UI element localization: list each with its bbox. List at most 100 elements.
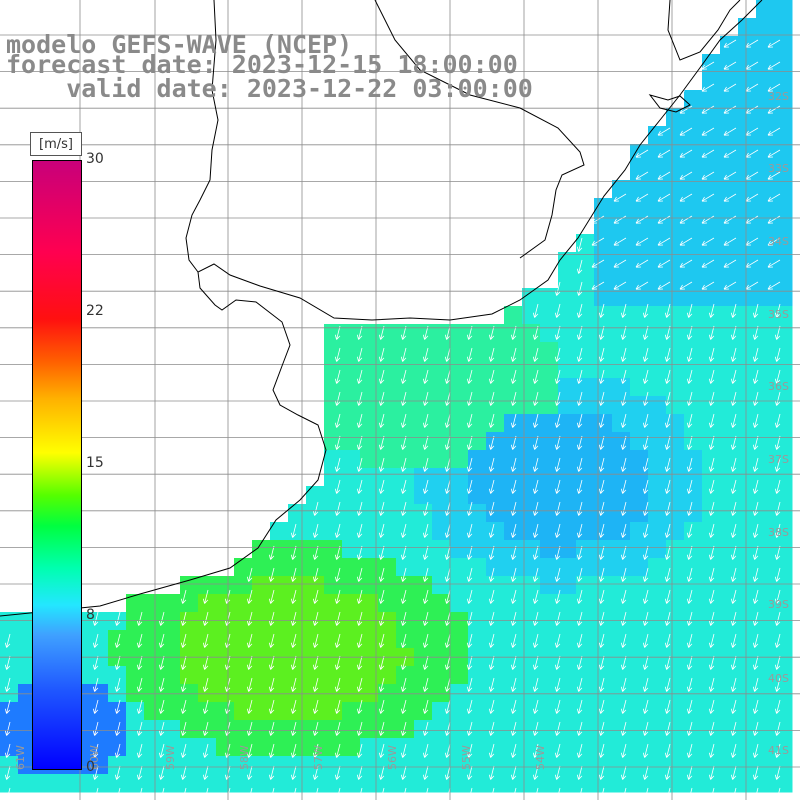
wind-cell (666, 342, 685, 361)
wind-arrow (657, 149, 671, 158)
wind-arrow (356, 721, 363, 736)
wind-arrow (598, 479, 605, 494)
wind-cell (558, 756, 577, 775)
wind-cell (684, 378, 703, 397)
wind-arrow (752, 699, 759, 714)
wind-cell (216, 576, 235, 595)
wind-cell (18, 612, 37, 631)
wind-arrow (488, 721, 495, 736)
wind-cell (702, 108, 721, 127)
wind-arrow (745, 127, 759, 136)
wind-cell (612, 684, 631, 703)
wind-cell (342, 612, 361, 631)
wind-arrow (723, 39, 737, 48)
lat-label: 37S (768, 453, 789, 466)
wind-arrow (767, 215, 781, 224)
wind-cell (666, 684, 685, 703)
wind-cell (342, 414, 361, 433)
wind-arrow (745, 171, 759, 180)
wind-arrow (378, 413, 385, 428)
wind-cell (756, 414, 775, 433)
wind-cell (180, 738, 199, 757)
wind-cell (144, 720, 163, 739)
wind-cell (684, 504, 703, 523)
wind-cell (756, 666, 775, 685)
wind-cell (630, 612, 649, 631)
wind-cell (126, 594, 145, 613)
wind-arrow (664, 391, 671, 406)
wind-cell (360, 432, 379, 451)
wind-cell (360, 324, 379, 343)
wind-arrow (356, 479, 363, 494)
wind-arrow (774, 765, 781, 780)
wind-arrow (576, 457, 583, 472)
wind-cell (306, 738, 325, 757)
wind-cell (774, 540, 793, 559)
wind-arrow (723, 61, 737, 70)
wind-cell (486, 450, 505, 469)
wind-cell (720, 36, 739, 55)
wind-cell (324, 558, 343, 577)
lat-label: 40S (768, 672, 789, 685)
wind-cell (648, 594, 667, 613)
wind-cell (360, 666, 379, 685)
wind-cell (468, 342, 487, 361)
wind-arrow (246, 567, 253, 582)
wind-arrow (378, 523, 385, 538)
wind-arrow (774, 457, 781, 472)
wind-cell (288, 738, 307, 757)
wind-cell (306, 486, 325, 505)
wind-arrow (356, 523, 363, 538)
wind-cell (630, 342, 649, 361)
wind-arrow (686, 501, 693, 516)
wind-arrow (642, 567, 649, 582)
wind-cell (468, 684, 487, 703)
wind-cell (198, 612, 217, 631)
wind-arrow (752, 501, 759, 516)
wind-arrow (422, 325, 429, 340)
wind-cell (738, 342, 757, 361)
wind-cell (522, 684, 541, 703)
wind-cell (612, 540, 631, 559)
wind-arrow (356, 633, 363, 648)
wind-arrow (752, 567, 759, 582)
wind-cell (180, 612, 199, 631)
wind-arrow (774, 721, 781, 736)
wind-cell (774, 216, 793, 235)
wind-cell (360, 504, 379, 523)
wind-arrow (620, 699, 627, 714)
wind-arrow (356, 611, 363, 626)
wind-arrow (708, 567, 715, 582)
wind-cell (324, 468, 343, 487)
wind-arrow (620, 347, 627, 362)
wind-arrow (576, 677, 583, 692)
wind-cell (486, 342, 505, 361)
wind-arrow (598, 325, 605, 340)
wind-arrow (4, 633, 11, 648)
wind-cell (540, 738, 559, 757)
wind-cell (756, 234, 775, 253)
wind-arrow (752, 325, 759, 340)
wind-cell (774, 774, 793, 793)
lon-label: 60W (88, 745, 101, 770)
wind-cell (558, 396, 577, 415)
wind-cell (648, 630, 667, 649)
wind-cell (486, 468, 505, 487)
wind-arrow (620, 435, 627, 450)
wind-cell (54, 774, 73, 793)
wind-arrow (686, 567, 693, 582)
wind-arrow (400, 699, 407, 714)
wind-arrow (268, 633, 275, 648)
wind-arrow (4, 677, 11, 692)
wind-arrow (774, 743, 781, 758)
wind-arrow (708, 347, 715, 362)
wind-cell (576, 468, 595, 487)
wind-cell (558, 378, 577, 397)
wind-cell (738, 720, 757, 739)
wind-cell (648, 180, 667, 199)
wind-cell (612, 216, 631, 235)
wind-cell (342, 540, 361, 559)
wind-cell (684, 774, 703, 793)
wind-arrow (246, 721, 253, 736)
wind-arrow (745, 105, 759, 114)
